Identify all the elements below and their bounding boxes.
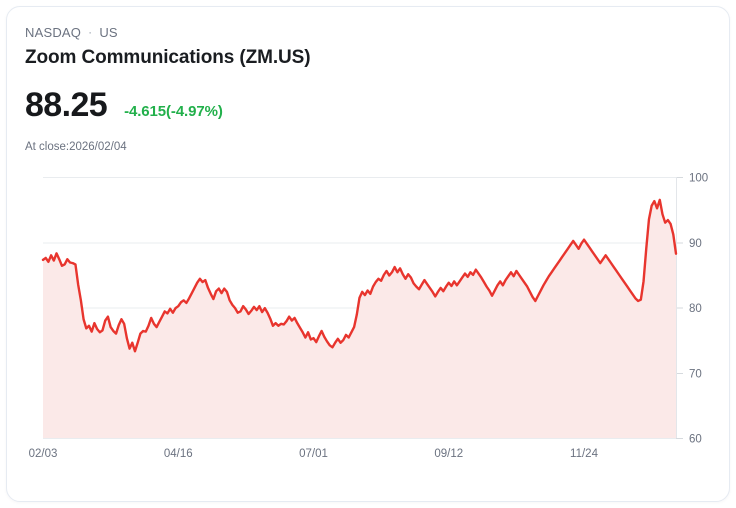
x-axis-label-09-12: 09/12 bbox=[434, 448, 463, 460]
exchange-row: NASDAQ · US bbox=[25, 25, 685, 41]
stock-quote-card: NASDAQ · US Zoom Communications (ZM.US) … bbox=[6, 6, 730, 502]
market-status: At close:2026/02/04 bbox=[25, 141, 127, 153]
separator-dot: · bbox=[88, 25, 93, 39]
x-axis-label-04-16: 04/16 bbox=[164, 448, 193, 460]
region-label: US bbox=[99, 25, 118, 40]
price-area-fill bbox=[43, 199, 676, 438]
x-axis-label-07-01: 07/01 bbox=[299, 448, 328, 460]
price-row: 88.25 -4.615(-4.97%) bbox=[25, 86, 685, 124]
price-line bbox=[41, 198, 678, 353]
y-axis-label-80: 80 bbox=[689, 303, 702, 315]
y-axis-label-70: 70 bbox=[689, 368, 702, 380]
exchange-name: NASDAQ bbox=[25, 25, 82, 40]
x-axis-label-11-24: 11/24 bbox=[570, 448, 599, 460]
last-price: 88.25 bbox=[25, 86, 108, 124]
x-axis-label-02-03: 02/03 bbox=[29, 448, 58, 460]
y-axis-label-100: 100 bbox=[689, 173, 708, 185]
y-axis-label-90: 90 bbox=[689, 238, 702, 250]
price-change: -4.615(-4.97%) bbox=[124, 103, 223, 120]
y-axis-label-60: 60 bbox=[689, 434, 702, 446]
quote-header: NASDAQ · US Zoom Communications (ZM.US) … bbox=[25, 25, 685, 154]
page-title: Zoom Communications (ZM.US) bbox=[25, 47, 311, 68]
